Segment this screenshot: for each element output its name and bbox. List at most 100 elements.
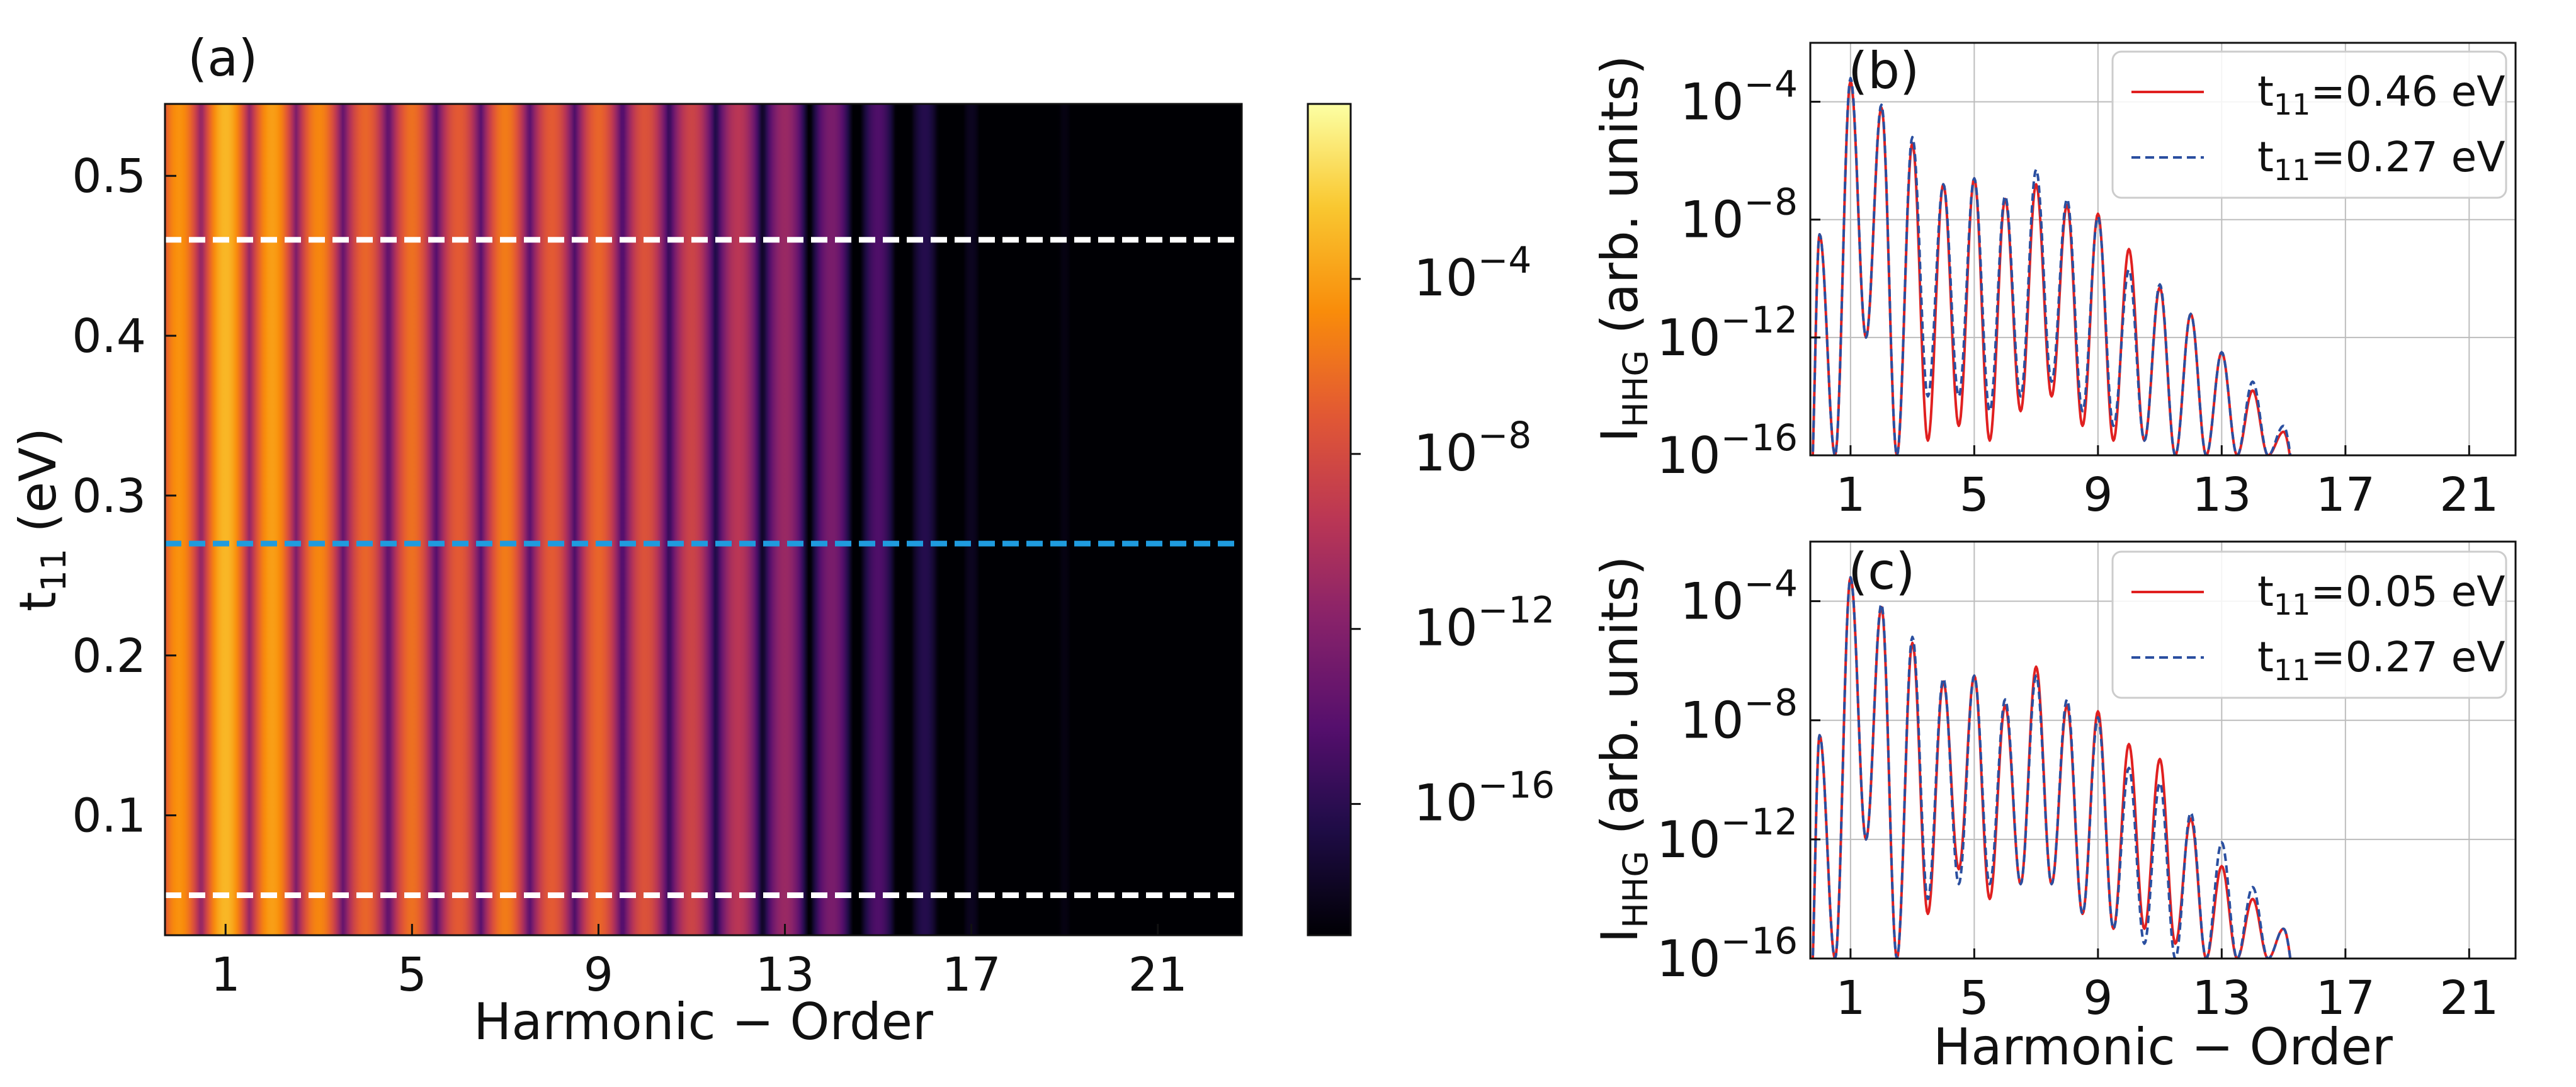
y-axis-label-sub: HHG xyxy=(1616,851,1655,928)
colorbar-tick-label: 10−8 xyxy=(1414,414,1531,482)
y-tick-label: 0.1 xyxy=(72,789,146,843)
y-axis-label-main: I xyxy=(1591,428,1649,443)
x-axis-label-c: Harmonic − Order xyxy=(1933,1018,2393,1076)
tick-base: 10 xyxy=(1657,426,1721,485)
legend-rest: =0.46 eV xyxy=(2310,67,2505,116)
y-tick-label: 10−4 xyxy=(1680,562,1798,631)
tick-exponent: −16 xyxy=(1721,416,1798,459)
y-axis-label-b: IHHG (arb. units) xyxy=(1591,55,1655,443)
y-axis-label-unit: (arb. units) xyxy=(1591,556,1649,851)
legend-main: t xyxy=(2257,67,2274,116)
legend-rest: =0.27 eV xyxy=(2310,133,2505,181)
y-tick-label: 10−8 xyxy=(1680,181,1798,249)
y-tick-label: 0.2 xyxy=(72,629,146,683)
tick-base: 10 xyxy=(1657,811,1721,869)
series-c xyxy=(1811,576,2292,959)
legend-box xyxy=(2111,50,2507,199)
x-tick-label: 21 xyxy=(2439,468,2499,522)
y-tick-label: 10−12 xyxy=(1657,800,1798,869)
legend-rest: =0.05 eV xyxy=(2310,567,2505,616)
legend-entry-1: t11=0.46 eV xyxy=(2257,67,2505,122)
y-axis-label-unit: (eV) xyxy=(9,428,67,549)
legend-main: t xyxy=(2257,133,2274,181)
tick-base: 10 xyxy=(1414,424,1478,482)
heatmap-frame xyxy=(164,103,1243,936)
x-tick-label: 17 xyxy=(2316,971,2375,1025)
tick-base: 10 xyxy=(1680,191,1744,249)
legend-entry-1: t11=0.05 eV xyxy=(2257,567,2505,622)
series-line-2 xyxy=(1811,576,2292,959)
colorbar-tick-label: 10−4 xyxy=(1414,239,1531,307)
y-axis-label-main: I xyxy=(1591,928,1649,943)
x-tick-label: 17 xyxy=(942,948,1001,1002)
tick-exponent: −4 xyxy=(1478,239,1532,282)
tick-base: 10 xyxy=(1657,309,1721,367)
legend-sub: 11 xyxy=(2274,88,2311,122)
y-axis-label-sub: HHG xyxy=(1616,350,1655,428)
legend-entry-2: t11=0.27 eV xyxy=(2257,633,2505,687)
panel-label-a: (a) xyxy=(188,29,258,88)
legend-rest: =0.27 eV xyxy=(2310,633,2505,681)
series-b xyxy=(1811,77,2292,455)
y-axis-label-c: IHHG (arb. units) xyxy=(1591,556,1655,943)
x-tick-label: 1 xyxy=(211,948,241,1002)
x-tick-label: 21 xyxy=(2439,971,2499,1025)
x-tick-label: 17 xyxy=(2316,468,2375,522)
tick-base: 10 xyxy=(1414,599,1478,657)
x-tick-label: 5 xyxy=(1960,468,1989,522)
legend-box xyxy=(2111,550,2507,699)
x-axis-ticks: 1 5 9 13 17 21 xyxy=(211,924,1188,1002)
tick-base: 10 xyxy=(1414,774,1478,833)
tick-exponent: −12 xyxy=(1721,800,1798,843)
tick-base: 10 xyxy=(1680,73,1744,132)
colorbar-gradient xyxy=(1307,103,1352,936)
y-tick-label: 0.4 xyxy=(72,309,146,363)
heatmap-field xyxy=(165,104,1242,935)
y-tick-label: 0.5 xyxy=(72,149,146,203)
x-tick-label: 9 xyxy=(2083,971,2113,1025)
x-tick-label: 5 xyxy=(397,948,427,1002)
y-tick-label: 10−16 xyxy=(1657,416,1798,485)
tick-base: 10 xyxy=(1414,249,1478,307)
y-axis-label-main: t xyxy=(9,592,67,612)
x-tick-label: 21 xyxy=(1128,948,1188,1002)
series-line-2 xyxy=(1811,77,2292,455)
tick-exponent: −8 xyxy=(1478,414,1532,457)
panel-a: 1 5 9 13 17 21 0.1 0.2 0.3 0.4 0.5 (a) Harmonic −… xyxy=(9,29,1243,1051)
colorbar-tick-label: 10−16 xyxy=(1414,764,1555,833)
plot-frame-b xyxy=(1809,42,2517,457)
y-tick-label: 10−12 xyxy=(1657,299,1798,367)
legend-b: t11=0.46 eV t11=0.27 eV xyxy=(2111,50,2507,199)
panel-label-c: (c) xyxy=(1848,542,1915,601)
x-tick-label: 13 xyxy=(755,948,814,1002)
legend-c: t11=0.05 eV t11=0.27 eV xyxy=(2111,550,2507,699)
tick-exponent: −12 xyxy=(1721,299,1798,341)
x-tick-label: 13 xyxy=(2192,468,2251,522)
legend-sub: 11 xyxy=(2274,653,2311,687)
tick-base: 10 xyxy=(1680,691,1744,750)
tick-exponent: −8 xyxy=(1744,681,1798,724)
y-tick-label: 0.3 xyxy=(72,469,146,523)
tick-exponent: −16 xyxy=(1478,764,1555,807)
x-tick-label: 5 xyxy=(1960,971,1989,1025)
legend-main: t xyxy=(2257,567,2274,616)
legend-sub: 11 xyxy=(2274,588,2311,622)
reference-lines xyxy=(165,237,1242,899)
series-line-1 xyxy=(1811,576,2292,959)
legend-entry-2: t11=0.27 eV xyxy=(2257,133,2505,187)
legend-main: t xyxy=(2257,633,2274,681)
y-axis-label-unit: (arb. units) xyxy=(1591,55,1649,350)
y-tick-label: 10−4 xyxy=(1680,63,1798,132)
y-tick-label: 10−8 xyxy=(1680,681,1798,750)
tick-base: 10 xyxy=(1680,572,1744,631)
y-axis-label-a: t11 (eV) xyxy=(9,428,74,612)
x-tick-label: 9 xyxy=(2083,468,2113,522)
tick-exponent: −16 xyxy=(1721,919,1798,962)
